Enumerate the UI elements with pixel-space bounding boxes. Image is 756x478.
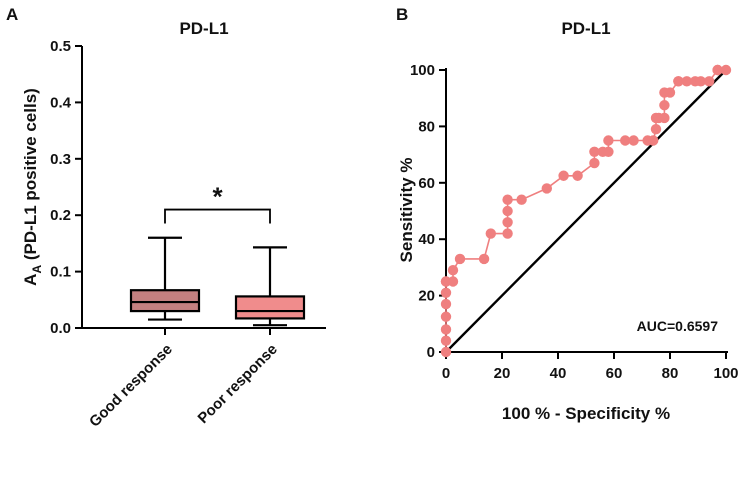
y-tick-label-a: 0.4: [50, 94, 72, 111]
auc-annotation: AUC=0.6597: [637, 318, 719, 334]
roc-point: [659, 112, 670, 124]
panel-letter-b: B: [396, 5, 408, 24]
x-tick-label-b: 20: [494, 365, 511, 382]
y-axis-label-a: AA (PD-L1 positive cells): [21, 88, 44, 286]
y-tick-label-b: 40: [418, 231, 435, 248]
y-axis-label-b: Sensitivity %: [397, 158, 416, 263]
y-axis-label-a-main: A: [21, 274, 40, 286]
roc-point: [440, 287, 452, 298]
roc-point: [620, 135, 631, 146]
roc-point: [603, 135, 614, 146]
roc-point: [440, 335, 452, 346]
y-tick-label-a: 0.3: [50, 151, 71, 168]
roc-point: [650, 124, 662, 135]
roc-point: [502, 194, 513, 205]
roc-point: [440, 324, 452, 335]
roc-point: [572, 170, 583, 181]
roc-point: [502, 228, 513, 239]
box-plot-panel: 0.0 0.1 0.2 0.3 0.4 0.5 Good response Poor resp…: [50, 38, 326, 431]
roc-point: [440, 346, 452, 358]
roc-point: [648, 135, 659, 146]
roc-point: [502, 217, 513, 228]
y-tick-label-a: 0.1: [50, 264, 71, 281]
y-axis-label-a-sub: A: [30, 265, 44, 274]
y-tick-label-a: 0.2: [50, 207, 71, 224]
roc-point: [695, 76, 706, 87]
roc-point: [603, 146, 614, 157]
x-axis-label-b: 100 % - Specificity %: [502, 404, 670, 423]
roc-point: [704, 76, 715, 87]
chart-title-a: PD-L1: [179, 19, 228, 38]
roc-point: [454, 253, 466, 265]
x-tick-label-b: 0: [442, 365, 450, 382]
roc-point: [659, 100, 670, 111]
significance-bracket: [164, 208, 271, 224]
y-tick-label-b: 20: [418, 288, 435, 305]
roc-point: [681, 76, 692, 87]
x-tick-label-b: 60: [606, 365, 623, 382]
roc-point: [485, 228, 496, 239]
category-label: Poor response: [195, 341, 281, 427]
chart-title-b: PD-L1: [561, 19, 610, 38]
roc-point: [589, 157, 600, 169]
y-tick-label-b: 100: [410, 62, 435, 79]
roc-point: [440, 311, 452, 322]
category-label: Good response: [86, 341, 176, 431]
roc-point: [516, 194, 527, 205]
roc-point: [589, 146, 600, 157]
roc-point: [447, 276, 459, 287]
x-tick-label-b: 100: [713, 365, 738, 382]
roc-plot-panel: 0 20 40 60 80 100 0 20 40 60 80 100: [410, 62, 739, 382]
roc-point: [447, 265, 459, 276]
panel-letter-a: A: [6, 5, 18, 24]
x-tick-label-b: 40: [550, 365, 567, 382]
roc-point: [478, 253, 490, 265]
box: [234, 295, 306, 320]
roc-point: [673, 76, 684, 87]
roc-point: [664, 87, 676, 98]
roc-point: [558, 170, 569, 181]
x-tick-label-b: 80: [662, 365, 679, 382]
y-tick-label-b: 60: [418, 175, 435, 192]
significance-star: *: [212, 182, 223, 212]
roc-point: [502, 205, 513, 217]
y-tick-label-b: 0: [427, 344, 435, 361]
roc-point: [628, 135, 639, 146]
y-tick-label-a: 0.5: [50, 38, 71, 55]
roc-point: [712, 64, 723, 76]
y-tick-label-b: 80: [418, 118, 435, 135]
y-tick-label-a: 0.0: [50, 320, 71, 337]
roc-point: [440, 298, 452, 310]
roc-point: [541, 183, 552, 194]
y-axis-label-a-text: (PD-L1 positive cells): [21, 88, 40, 260]
reference-line: [445, 69, 727, 353]
box: [129, 289, 201, 313]
roc-point: [720, 64, 732, 76]
